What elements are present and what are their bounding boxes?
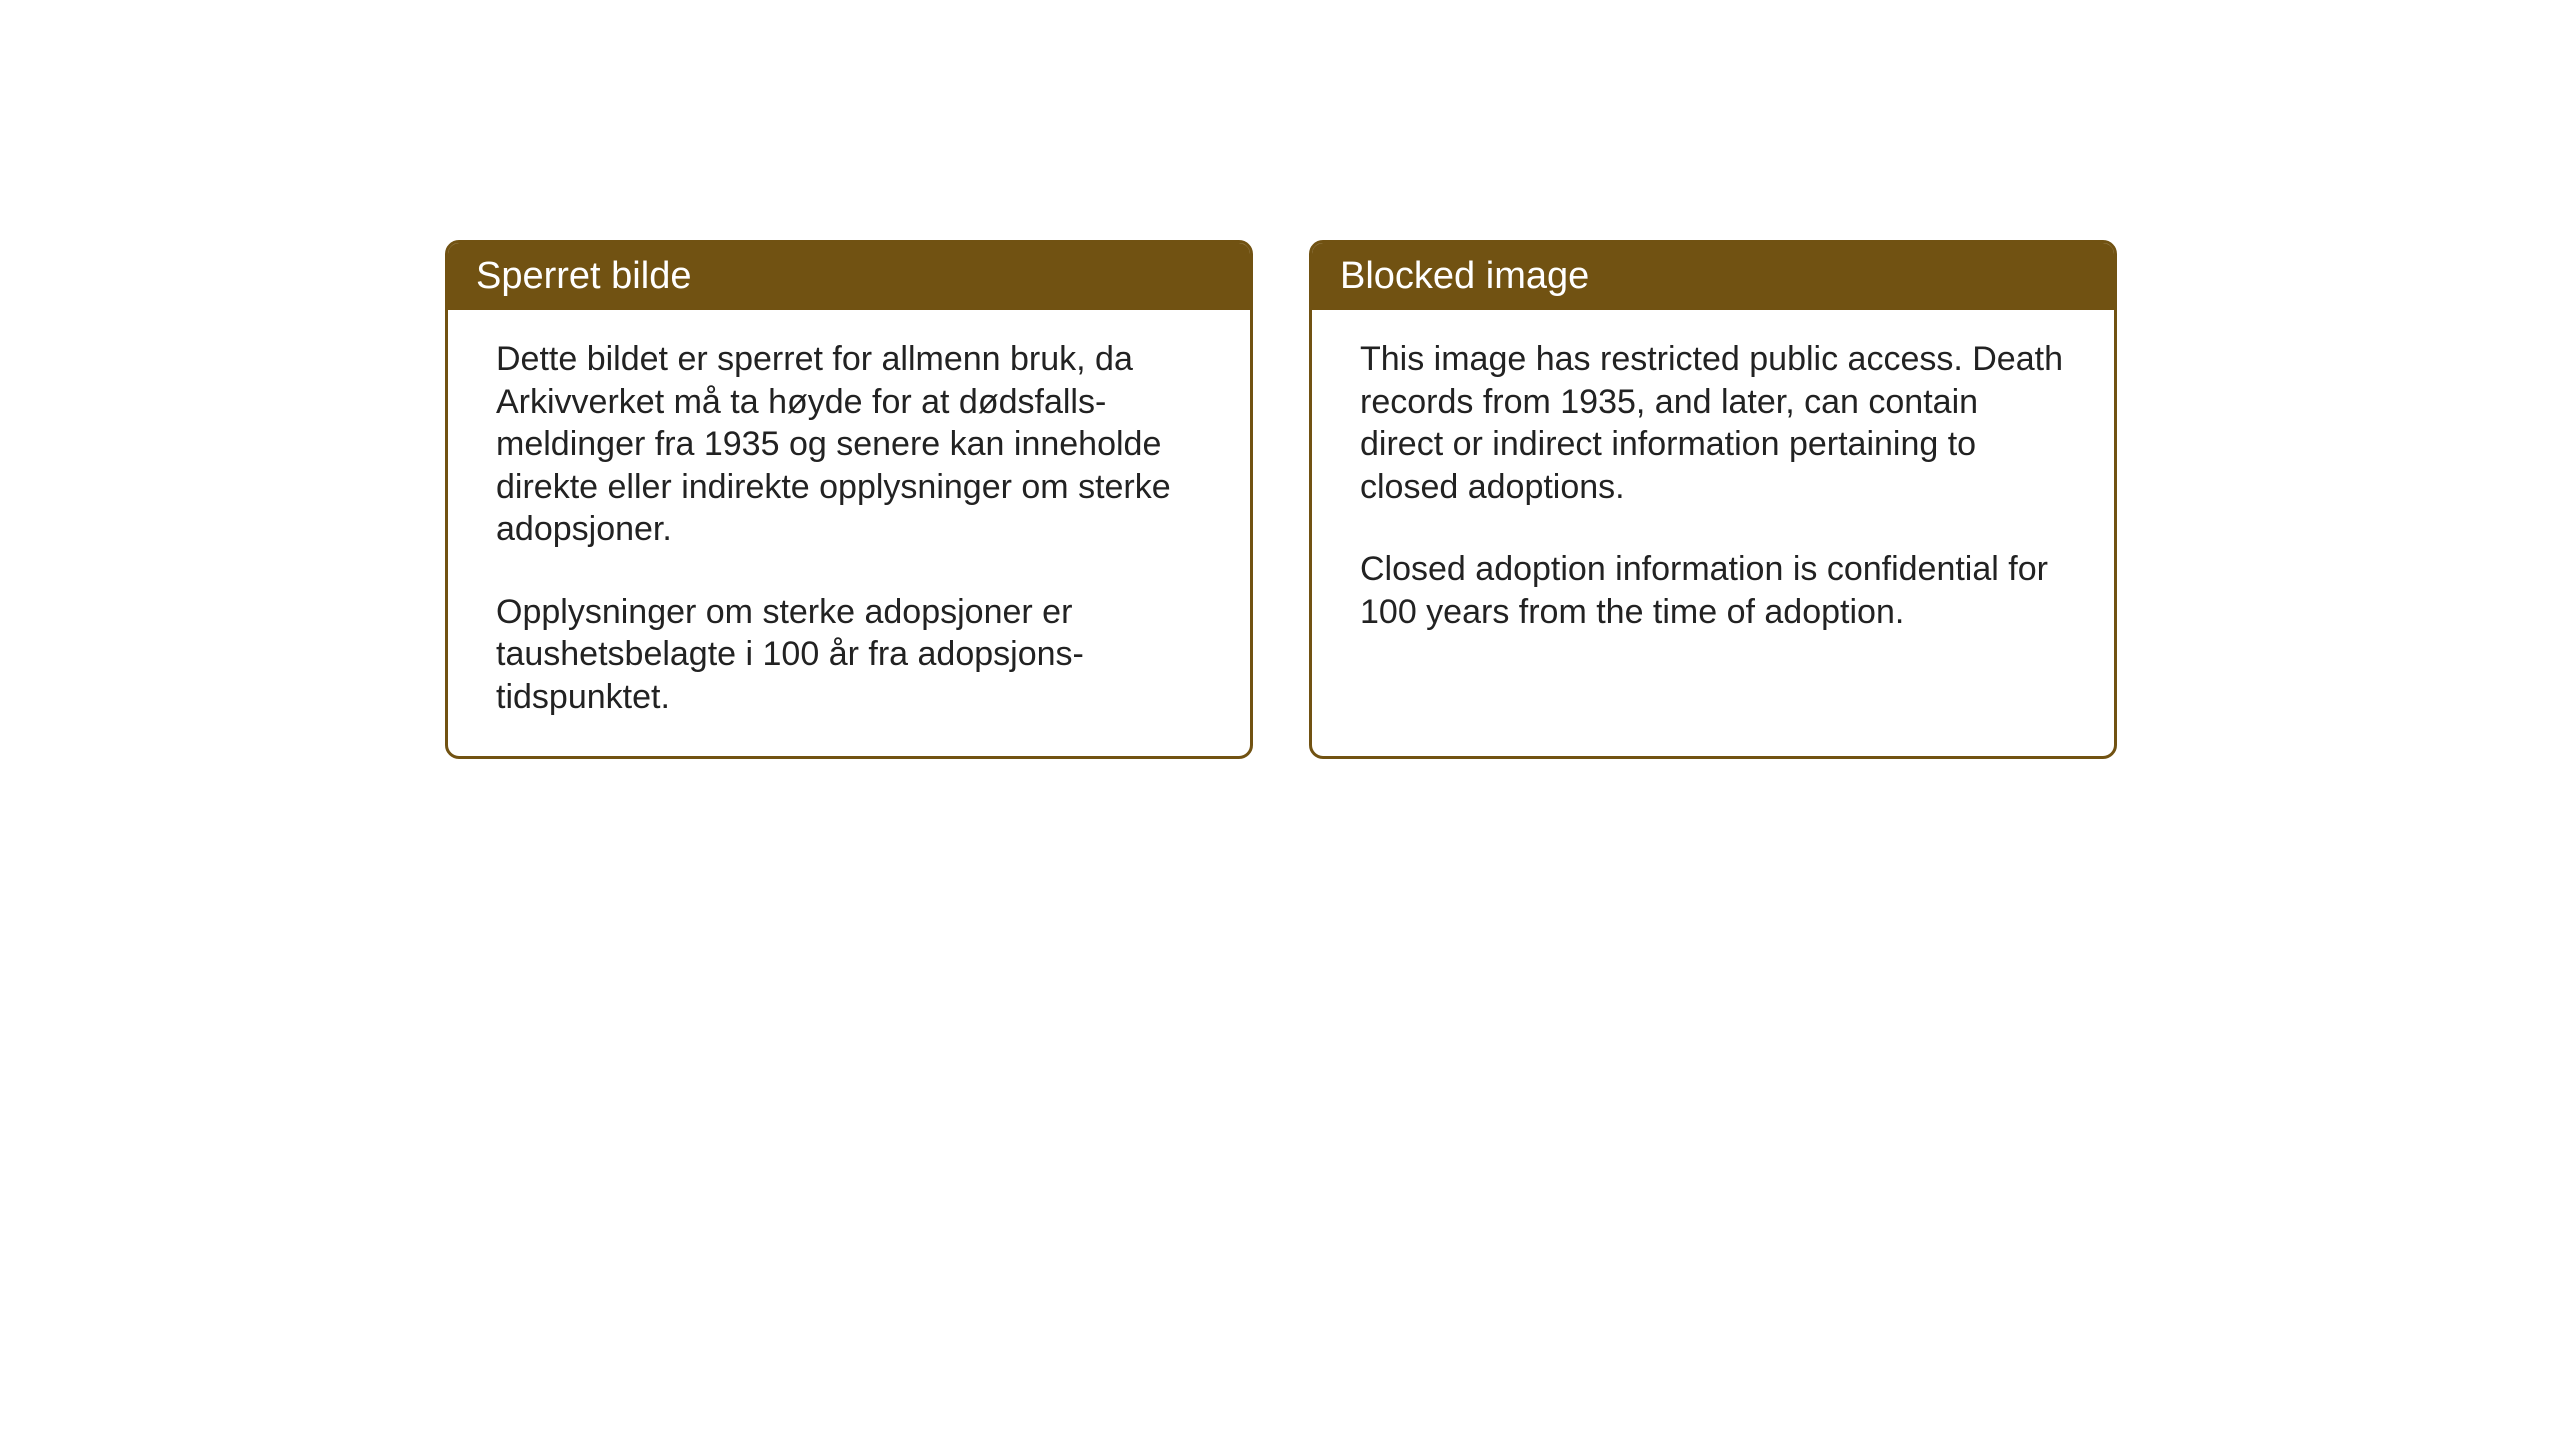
notice-box-norwegian: Sperret bilde Dette bildet er sperret fo… — [445, 240, 1253, 759]
notice-header-norwegian: Sperret bilde — [448, 243, 1250, 310]
notice-paragraph-1-english: This image has restricted public access.… — [1360, 338, 2066, 508]
notice-title-norwegian: Sperret bilde — [476, 255, 691, 297]
notice-box-english: Blocked image This image has restricted … — [1309, 240, 2117, 759]
notice-container: Sperret bilde Dette bildet er sperret fo… — [445, 240, 2117, 759]
notice-paragraph-2-norwegian: Opplysninger om sterke adopsjoner er tau… — [496, 591, 1202, 719]
notice-body-english: This image has restricted public access.… — [1312, 310, 2114, 710]
notice-body-norwegian: Dette bildet er sperret for allmenn bruk… — [448, 310, 1250, 756]
notice-paragraph-2-english: Closed adoption information is confident… — [1360, 548, 2066, 633]
notice-header-english: Blocked image — [1312, 243, 2114, 310]
notice-paragraph-1-norwegian: Dette bildet er sperret for allmenn bruk… — [496, 338, 1202, 551]
notice-title-english: Blocked image — [1340, 255, 1589, 297]
